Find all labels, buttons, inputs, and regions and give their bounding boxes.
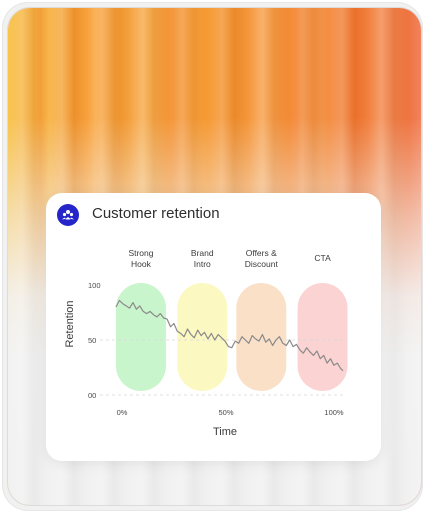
- people-icon: [62, 210, 74, 220]
- retention-line: [115, 299, 344, 372]
- x-axis-label: Time: [213, 426, 237, 438]
- x-ticks: 0% 50% 100%: [117, 408, 344, 417]
- gridlines: [100, 339, 346, 396]
- phase-labels: Strong Hook Brand Intro Offers & Discount CTA: [128, 248, 331, 269]
- x-tick-label-1: 50%: [218, 408, 233, 417]
- y-tick-label-0: 100: [88, 281, 101, 290]
- phase-label-1: Brand Intro: [191, 248, 214, 269]
- phase-box-1: [177, 283, 228, 391]
- y-tick-label-2: 00: [88, 391, 96, 400]
- x-tick-label-0: 0%: [117, 408, 128, 417]
- phase-box-3: [297, 283, 348, 391]
- phase-boxes: [116, 283, 348, 391]
- phase-label-0: Strong Hook: [128, 248, 153, 269]
- card-title: Customer retention: [92, 205, 220, 222]
- x-tick-label-2: 100%: [324, 408, 344, 417]
- team-logo-icon: [57, 204, 79, 226]
- y-tick-label-1: 50: [88, 336, 96, 345]
- y-ticks: 100 50 00: [88, 281, 101, 400]
- phase-label-3: CTA: [314, 253, 331, 263]
- phase-label-2: Offers & Discount: [245, 248, 279, 269]
- y-axis-label: Retention: [64, 300, 76, 347]
- phase-box-0: [116, 283, 166, 391]
